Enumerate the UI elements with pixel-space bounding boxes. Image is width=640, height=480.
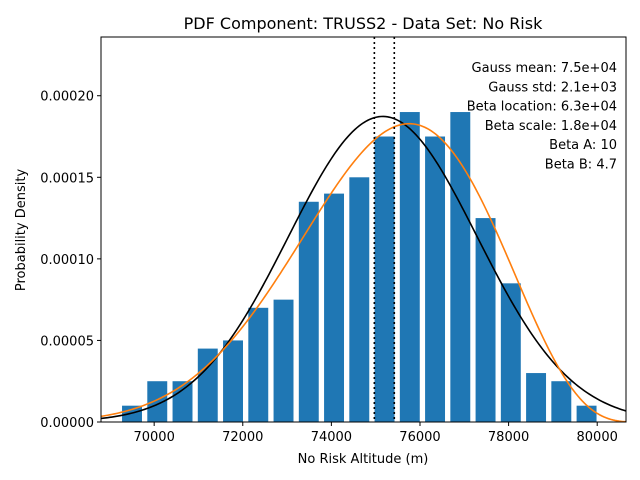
y-axis-label: Probability Density <box>14 169 29 292</box>
x-tick-label-2: 74000 <box>311 430 352 445</box>
annotation-line-4: Beta A: 10 <box>549 138 617 153</box>
y-tick-label-1: 0.00005 <box>40 334 94 349</box>
x-tick-label-3: 76000 <box>399 430 440 445</box>
histogram-bar-4 <box>223 340 243 422</box>
histogram-bar-10 <box>374 136 395 423</box>
histogram-bar-1 <box>147 381 168 422</box>
histogram-bar-16 <box>526 373 547 422</box>
reference-lines <box>373 37 396 422</box>
histogram-bar-14 <box>475 218 496 422</box>
x-tick-label-4: 78000 <box>488 430 529 445</box>
beta-fit-line <box>101 122 626 422</box>
histogram-bar-2 <box>172 381 193 422</box>
histogram-bar-9 <box>349 177 370 422</box>
histogram-bar-7 <box>298 201 319 422</box>
annotation-box: Gauss mean: 7.5e+04 Gauss std: 2.1e+03 Bet… <box>467 61 617 173</box>
histogram-bar-6 <box>273 299 294 422</box>
x-tick-label-0: 70000 <box>133 430 174 445</box>
histogram-bar-12 <box>425 136 446 423</box>
fit-curves <box>101 115 626 422</box>
x-tick-label-5: 80000 <box>577 430 618 445</box>
histogram-bar-17 <box>551 381 572 422</box>
histogram-bar-18 <box>576 405 597 422</box>
histogram-bar-15 <box>500 283 521 422</box>
y-tick-label-0: 0.00000 <box>40 416 94 431</box>
chart-title: PDF Component: TRUSS2 - Data Set: No Ris… <box>184 14 543 33</box>
annotation-line-3: Beta scale: 1.8e+04 <box>485 119 617 134</box>
histogram-bar-11 <box>399 112 420 423</box>
x-axis-label: No Risk Altitude (m) <box>298 452 429 467</box>
annotation-line-0: Gauss mean: 7.5e+04 <box>472 61 617 76</box>
histogram-bar-13 <box>450 112 471 423</box>
histogram-bar-3 <box>197 348 218 422</box>
annotation-line-2: Beta location: 6.3e+04 <box>467 100 617 115</box>
gauss-fit-line <box>101 115 626 420</box>
annotation-line-1: Gauss std: 2.1e+03 <box>488 80 617 95</box>
histogram-bar-8 <box>324 193 345 422</box>
ticks: 70000 72000 74000 76000 78000 80000 0.00000 0.0… <box>40 90 618 445</box>
axes <box>100 36 627 423</box>
histogram-bar-5 <box>248 307 269 422</box>
y-tick-label-3: 0.00015 <box>40 171 94 186</box>
plot-frame <box>100 36 627 423</box>
annotation-line-5: Beta B: 4.7 <box>545 158 617 173</box>
x-tick-label-1: 72000 <box>222 430 263 445</box>
y-tick-label-2: 0.00010 <box>40 253 94 268</box>
y-tick-label-4: 0.00020 <box>40 90 94 105</box>
histogram-bars <box>122 112 597 423</box>
